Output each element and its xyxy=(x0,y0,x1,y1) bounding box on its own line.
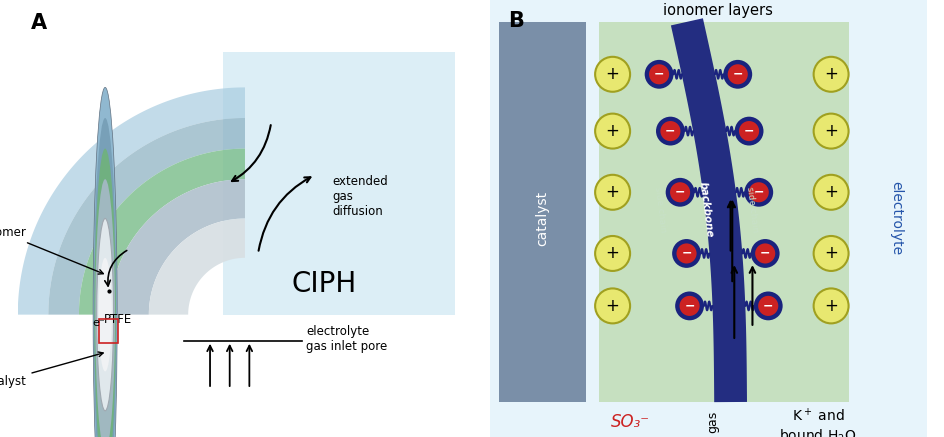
Circle shape xyxy=(744,178,772,207)
Circle shape xyxy=(813,114,848,149)
Polygon shape xyxy=(79,149,244,315)
Circle shape xyxy=(671,239,700,268)
Text: SO₃⁻: SO₃⁻ xyxy=(610,413,649,431)
Text: electrolyte: electrolyte xyxy=(888,181,902,256)
Polygon shape xyxy=(110,179,244,315)
Text: e⁻: e⁻ xyxy=(93,319,105,328)
Text: +: + xyxy=(605,183,619,201)
Text: −: − xyxy=(743,125,753,138)
Text: side chain: side chain xyxy=(745,186,759,233)
Text: −: − xyxy=(732,68,742,81)
Circle shape xyxy=(655,117,684,146)
Text: ionomer: ionomer xyxy=(0,226,103,274)
Circle shape xyxy=(750,239,779,268)
Circle shape xyxy=(644,60,673,89)
Text: +: + xyxy=(823,244,837,263)
Polygon shape xyxy=(18,87,244,315)
Circle shape xyxy=(595,57,630,92)
Polygon shape xyxy=(670,18,746,402)
Circle shape xyxy=(649,64,668,84)
Circle shape xyxy=(757,296,778,316)
Circle shape xyxy=(676,243,696,264)
Circle shape xyxy=(727,64,747,84)
Circle shape xyxy=(738,121,758,141)
Polygon shape xyxy=(598,22,848,402)
Text: +: + xyxy=(823,297,837,315)
Circle shape xyxy=(669,182,689,202)
Ellipse shape xyxy=(94,149,116,437)
Ellipse shape xyxy=(93,118,116,437)
Text: ionomer layers: ionomer layers xyxy=(662,3,771,18)
Text: catalyst: catalyst xyxy=(535,191,549,246)
Ellipse shape xyxy=(93,87,117,437)
Text: −: − xyxy=(674,186,684,199)
Text: −: − xyxy=(752,186,763,199)
Text: −: − xyxy=(759,247,769,260)
Text: PTFE: PTFE xyxy=(104,312,132,326)
Polygon shape xyxy=(490,0,926,437)
Text: +: + xyxy=(823,122,837,140)
Text: +: + xyxy=(823,183,837,201)
Circle shape xyxy=(813,57,848,92)
Text: −: − xyxy=(653,68,664,81)
Circle shape xyxy=(813,236,848,271)
Circle shape xyxy=(813,288,848,323)
Text: K$^+$ and
bound H$_2$O: K$^+$ and bound H$_2$O xyxy=(779,407,856,437)
Ellipse shape xyxy=(98,258,111,371)
Text: −: − xyxy=(762,299,773,312)
Ellipse shape xyxy=(96,218,113,411)
Circle shape xyxy=(753,291,782,320)
Circle shape xyxy=(595,175,630,210)
Circle shape xyxy=(595,114,630,149)
Circle shape xyxy=(660,121,680,141)
Polygon shape xyxy=(48,118,244,315)
Text: +: + xyxy=(823,65,837,83)
Text: electrolyte
gas inlet pore: electrolyte gas inlet pore xyxy=(306,325,387,353)
Text: +: + xyxy=(605,122,619,140)
Circle shape xyxy=(813,175,848,210)
Circle shape xyxy=(595,288,630,323)
Text: CIPH: CIPH xyxy=(291,270,356,298)
Circle shape xyxy=(733,117,763,146)
Text: +: + xyxy=(605,297,619,315)
Circle shape xyxy=(679,296,699,316)
Circle shape xyxy=(665,178,694,207)
Text: catalyst: catalyst xyxy=(0,352,103,388)
Text: −: − xyxy=(681,247,691,260)
Circle shape xyxy=(674,291,703,320)
Bar xyxy=(498,22,586,402)
Text: −: − xyxy=(683,299,694,312)
Text: gas: gas xyxy=(706,411,719,433)
Circle shape xyxy=(754,243,774,264)
Text: B: B xyxy=(507,11,523,31)
Circle shape xyxy=(722,60,751,89)
Text: extended
gas
diffusion: extended gas diffusion xyxy=(332,175,388,218)
Bar xyxy=(99,319,118,343)
Text: +: + xyxy=(605,65,619,83)
Polygon shape xyxy=(149,218,244,315)
Circle shape xyxy=(595,236,630,271)
Text: −: − xyxy=(665,125,675,138)
Circle shape xyxy=(748,182,768,202)
Text: A: A xyxy=(31,13,47,33)
Text: backbone: backbone xyxy=(698,181,715,238)
Polygon shape xyxy=(223,52,463,315)
Ellipse shape xyxy=(95,179,115,437)
Text: side chain: side chain xyxy=(652,186,667,233)
Text: +: + xyxy=(605,244,619,263)
